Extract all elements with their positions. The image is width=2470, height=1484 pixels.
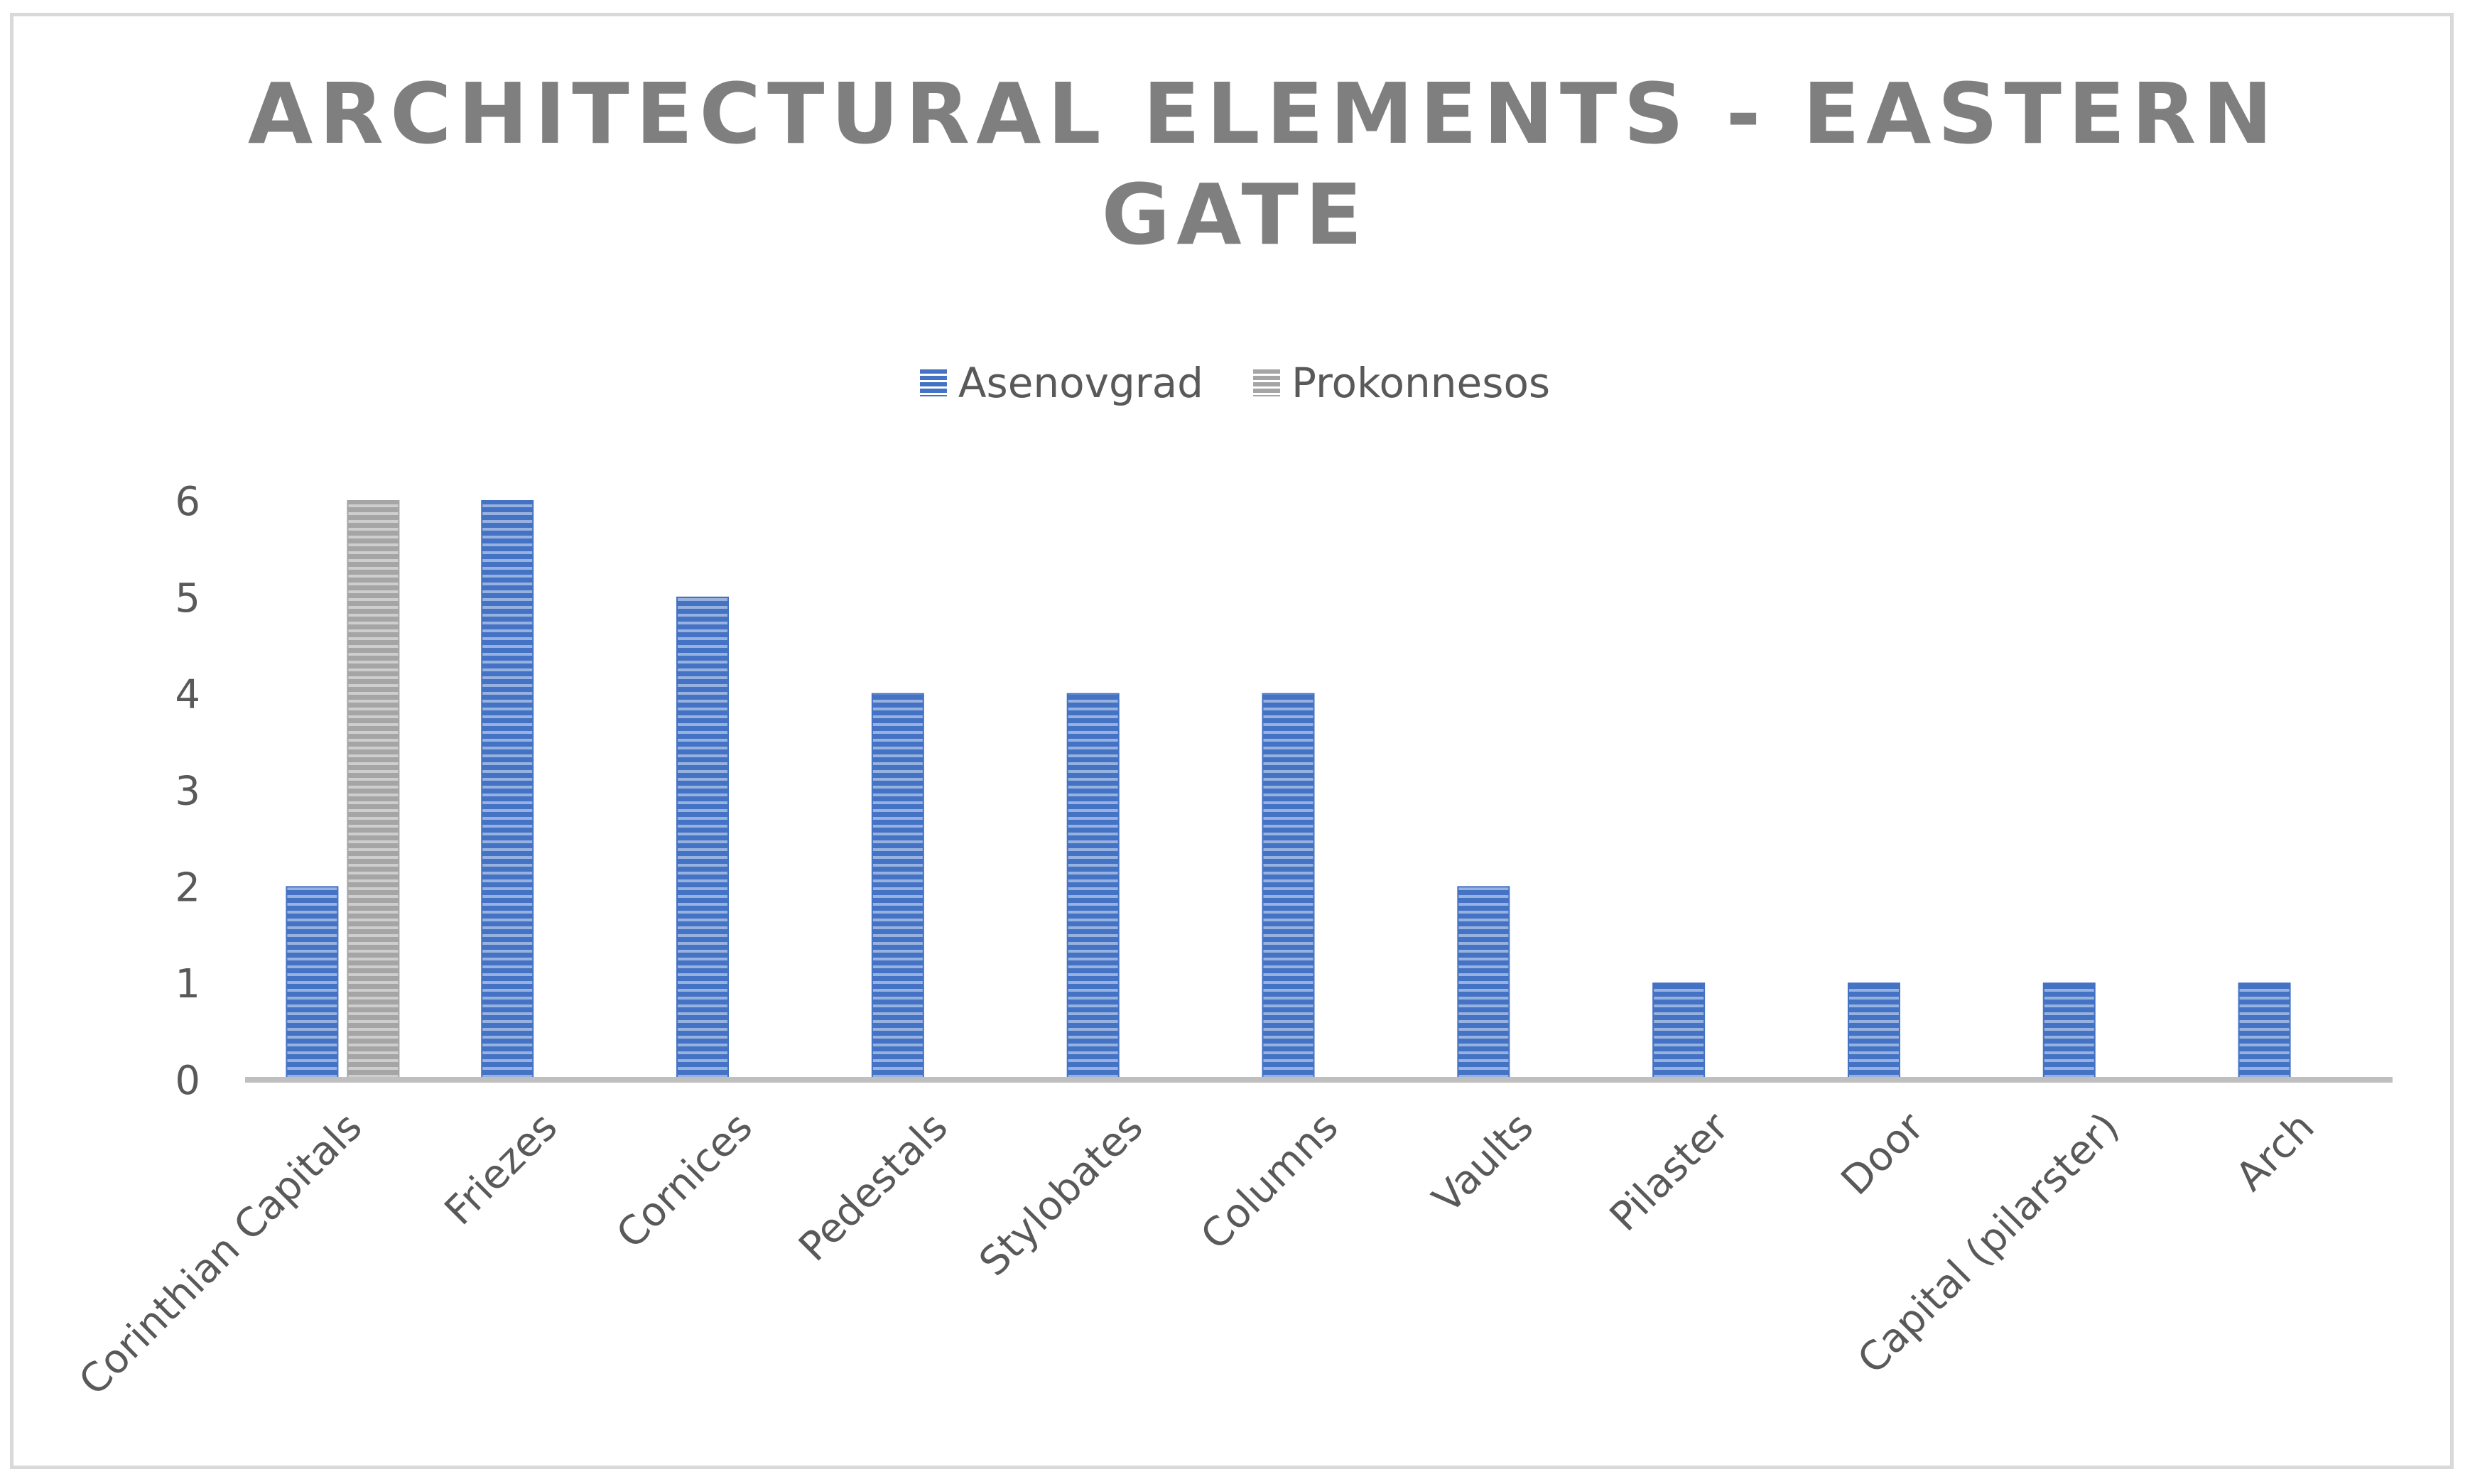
chart-title: ARCHITECTURAL ELEMENTS - EASTERN GATE (0, 64, 2470, 265)
chart-title-line-1: ARCHITECTURAL ELEMENTS - EASTERN (247, 65, 2280, 163)
y-tick-label: 5 (175, 575, 200, 622)
x-tick-label: Friezes (436, 1104, 566, 1234)
bar-asenovgrad-3 (871, 693, 924, 1080)
x-tick-label: Door (1833, 1103, 1934, 1204)
legend-swatch-prokonnesos (1253, 369, 1280, 396)
y-tick-label: 4 (175, 672, 200, 718)
x-tick-label: Vaults (1424, 1104, 1543, 1223)
x-tick-label: Pilaster (1601, 1103, 1738, 1240)
bar-asenovgrad-10 (2238, 982, 2291, 1080)
bar-asenovgrad-0 (286, 886, 339, 1081)
y-tick-label: 0 (175, 1058, 200, 1104)
bar-asenovgrad-4 (1066, 693, 1120, 1080)
bar-asenovgrad-1 (481, 500, 534, 1080)
bar-asenovgrad-2 (676, 596, 730, 1080)
y-tick-label: 1 (175, 961, 200, 1007)
bar-asenovgrad-8 (1847, 982, 1900, 1080)
legend-item-asenovgrad: Asenovgrad (919, 359, 1203, 407)
x-tick-label: Pedestals (790, 1104, 956, 1270)
x-tick-label: Stylobates (970, 1104, 1152, 1285)
y-tick-label: 2 (175, 865, 200, 911)
legend-swatch-asenovgrad (919, 369, 947, 396)
legend-label-asenovgrad: Asenovgrad (958, 359, 1203, 407)
y-tick-label: 6 (175, 479, 200, 525)
legend-label-prokonnesos: Prokonnesos (1291, 359, 1551, 407)
bar-prokonnesos-0 (347, 500, 400, 1080)
bar-asenovgrad-6 (1457, 886, 1510, 1081)
legend-item-prokonnesos: Prokonnesos (1253, 359, 1550, 407)
chart-title-line-2: GATE (1101, 165, 1369, 264)
x-tick-label: Arch (2227, 1104, 2323, 1200)
x-tick-label: Corinthian Capitals (70, 1104, 371, 1404)
y-tick-label: 3 (175, 769, 200, 815)
x-tick-label: Columns (1192, 1104, 1347, 1259)
bar-asenovgrad-5 (1262, 693, 1315, 1080)
chart-frame (10, 13, 2454, 1469)
x-tick-label: Cornices (608, 1104, 762, 1257)
bar-asenovgrad-7 (1652, 982, 1706, 1080)
chart-legend: Asenovgrad Prokonnesos (0, 359, 2470, 407)
bar-asenovgrad-9 (2042, 982, 2096, 1080)
